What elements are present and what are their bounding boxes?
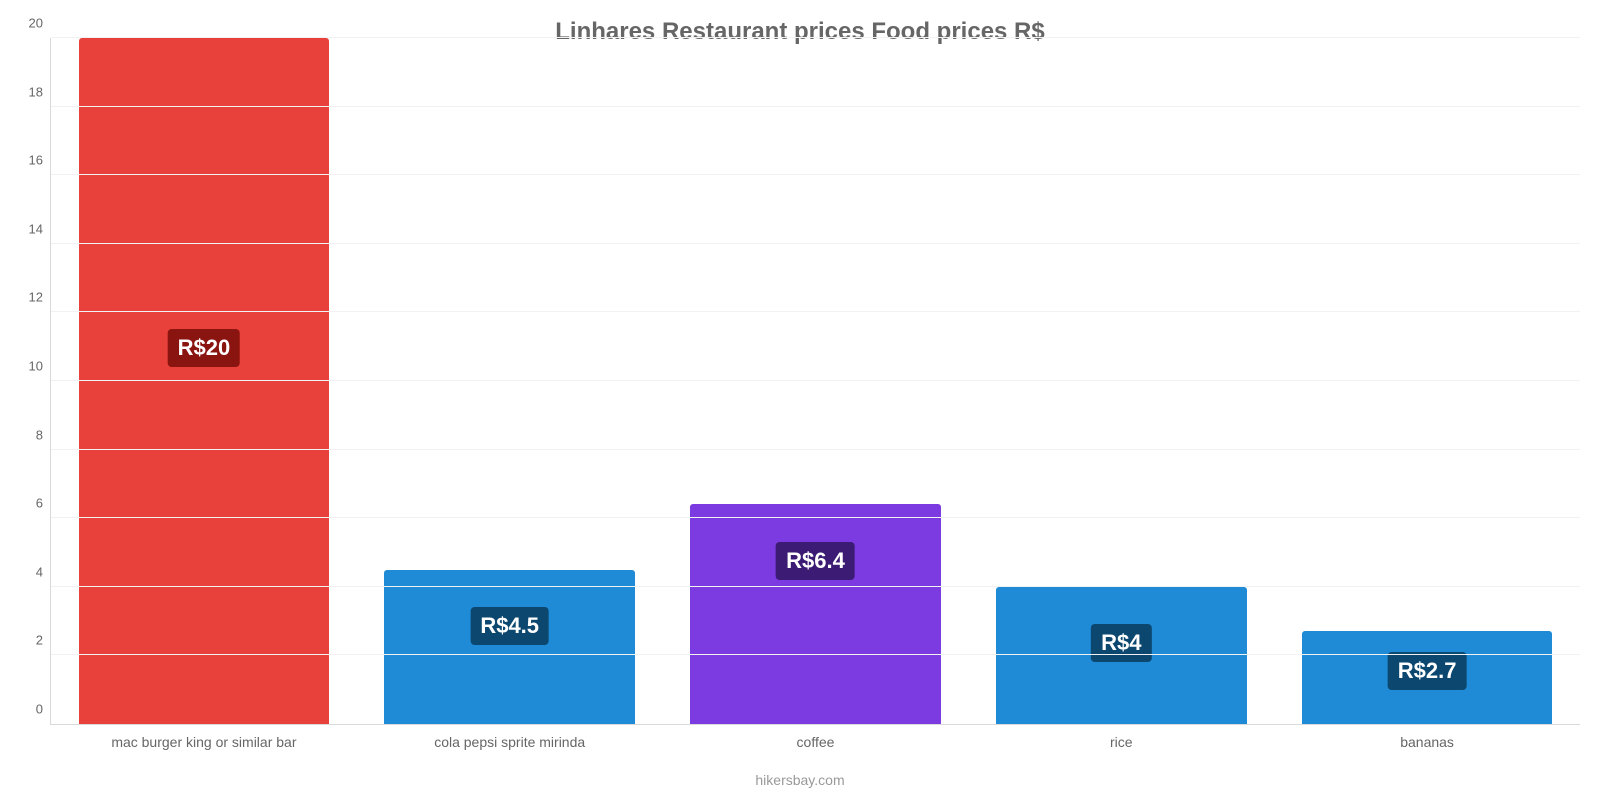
x-tick-label: coffee xyxy=(663,724,969,750)
bar xyxy=(79,38,330,724)
y-tick-label: 18 xyxy=(29,84,51,99)
chart-credit: hikersbay.com xyxy=(0,772,1600,788)
y-tick-label: 12 xyxy=(29,290,51,305)
y-tick-label: 8 xyxy=(36,427,51,442)
y-tick-label: 10 xyxy=(29,359,51,374)
bar xyxy=(384,570,635,724)
x-tick-label: cola pepsi sprite mirinda xyxy=(357,724,663,750)
gridline xyxy=(51,449,1580,450)
bar xyxy=(690,504,941,724)
y-tick-label: 4 xyxy=(36,564,51,579)
bar-value-label: R$20 xyxy=(168,329,241,367)
y-tick-label: 20 xyxy=(29,16,51,31)
y-tick-label: 6 xyxy=(36,496,51,511)
bar-value-label: R$2.7 xyxy=(1388,652,1467,690)
bar-slot: R$4.5cola pepsi sprite mirinda xyxy=(357,38,663,724)
gridline xyxy=(51,586,1580,587)
x-tick-label: mac burger king or similar bar xyxy=(51,724,357,750)
y-tick-label: 2 xyxy=(36,633,51,648)
bar-value-label: R$6.4 xyxy=(776,542,855,580)
bars-container: R$20mac burger king or similar barR$4.5c… xyxy=(51,38,1580,724)
bar-value-label: R$4.5 xyxy=(470,607,549,645)
bar-slot: R$20mac burger king or similar bar xyxy=(51,38,357,724)
gridline xyxy=(51,654,1580,655)
plot-area: R$20mac burger king or similar barR$4.5c… xyxy=(50,38,1580,725)
bar-slot: R$2.7bananas xyxy=(1274,38,1580,724)
y-tick-label: 0 xyxy=(36,702,51,717)
gridline xyxy=(51,174,1580,175)
gridline xyxy=(51,243,1580,244)
bar-slot: R$4rice xyxy=(968,38,1274,724)
x-tick-label: bananas xyxy=(1274,724,1580,750)
gridline xyxy=(51,311,1580,312)
y-tick-label: 14 xyxy=(29,221,51,236)
bar-chart: Linhares Restaurant prices Food prices R… xyxy=(0,0,1600,800)
bar-value-label: R$4 xyxy=(1091,624,1151,662)
gridline xyxy=(51,517,1580,518)
bar-slot: R$6.4coffee xyxy=(663,38,969,724)
gridline xyxy=(51,380,1580,381)
x-tick-label: rice xyxy=(968,724,1274,750)
gridline xyxy=(51,37,1580,38)
gridline xyxy=(51,106,1580,107)
y-tick-label: 16 xyxy=(29,153,51,168)
